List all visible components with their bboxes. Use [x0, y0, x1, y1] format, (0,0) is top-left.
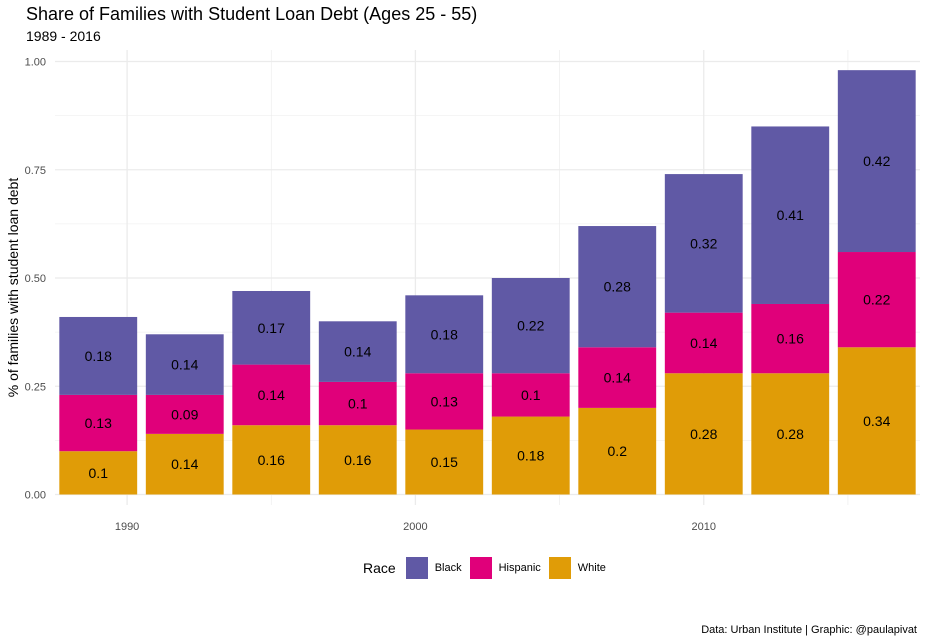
bar-black: [491, 278, 570, 374]
x-tick-label: 2010: [692, 521, 716, 533]
y-tick-label: 0.50: [25, 273, 46, 285]
legend-key-black: [405, 557, 428, 579]
bar-black: [751, 126, 830, 304]
bar-black: [232, 290, 311, 365]
data-label-black: 0.14: [171, 357, 198, 373]
bar-white: [318, 425, 397, 495]
data-label-white: 0.14: [171, 456, 198, 472]
bar-hispanic: [664, 312, 743, 374]
bar-white: [232, 425, 311, 495]
bar-hispanic: [751, 303, 830, 374]
data-label-black: 0.18: [431, 326, 458, 342]
legend-label-white: White: [577, 562, 606, 574]
bar-hispanic: [837, 252, 916, 348]
bar-hispanic: [578, 347, 657, 408]
bar-white: [145, 433, 224, 495]
data-label-hispanic: 0.1: [348, 396, 368, 412]
data-label-black: 0.14: [344, 344, 371, 360]
y-tick-label: 0.25: [25, 381, 46, 393]
y-tick-label: 1.00: [25, 57, 46, 69]
data-label-hispanic: 0.13: [85, 415, 112, 431]
bar-black: [318, 321, 397, 382]
bar-white: [405, 429, 484, 495]
x-tick-label: 1990: [115, 521, 139, 533]
bar-black: [145, 334, 224, 395]
bar-hispanic: [145, 394, 224, 434]
data-label-white: 0.28: [777, 426, 804, 442]
data-label-hispanic: 0.1: [521, 387, 541, 403]
x-tick-label: 2000: [403, 521, 427, 533]
data-label-white: 0.18: [517, 448, 544, 464]
bar-white: [664, 373, 743, 495]
data-label-white: 0.16: [344, 452, 371, 468]
data-label-black: 0.32: [690, 235, 717, 251]
data-label-black: 0.22: [517, 318, 544, 334]
bar-white: [59, 451, 138, 495]
bar-white: [491, 416, 570, 495]
bar-hispanic: [59, 394, 138, 452]
chart-subtitle: 1989 - 2016: [26, 28, 101, 44]
y-tick-label: 0.00: [25, 490, 46, 502]
legend-item-white: White: [548, 557, 606, 579]
bar-hispanic: [491, 373, 570, 417]
data-label-black: 0.41: [777, 207, 804, 223]
data-label-white: 0.2: [608, 443, 628, 459]
legend: Race Black Hispanic White: [363, 552, 614, 584]
bar-white: [837, 347, 916, 495]
bar-black: [664, 174, 743, 313]
data-label-white: 0.16: [258, 452, 285, 468]
data-label-hispanic: 0.14: [258, 387, 285, 403]
y-axis-title: % of families with student loan debt: [5, 178, 21, 398]
legend-key-hispanic: [469, 557, 492, 579]
bar-black: [59, 316, 138, 395]
legend-label-black: Black: [434, 562, 462, 574]
bar-black: [405, 295, 484, 374]
data-label-hispanic: 0.14: [690, 335, 717, 351]
data-label-black: 0.18: [85, 348, 112, 364]
legend-key-white: [548, 557, 571, 579]
data-label-hispanic: 0.22: [863, 292, 890, 308]
bar-hispanic: [318, 381, 397, 426]
data-label-black: 0.28: [604, 279, 631, 295]
bar-black: [578, 226, 657, 348]
data-label-hispanic: 0.13: [431, 393, 458, 409]
legend-label-hispanic: Hispanic: [498, 562, 541, 574]
data-label-black: 0.17: [258, 320, 285, 336]
data-label-white: 0.1: [89, 465, 109, 481]
caption: Data: Urban Institute | Graphic: @paulap…: [701, 624, 917, 636]
data-label-white: 0.34: [863, 413, 890, 429]
bar-hispanic: [405, 373, 484, 430]
legend-item-black: Black: [405, 557, 462, 579]
chart-title: Share of Families with Student Loan Debt…: [26, 4, 478, 24]
bar-white: [578, 407, 657, 495]
bar-white: [751, 373, 830, 495]
data-label-white: 0.15: [431, 454, 458, 470]
data-label-hispanic: 0.16: [777, 331, 804, 347]
data-label-hispanic: 0.14: [604, 370, 631, 386]
data-label-hispanic: 0.09: [171, 406, 198, 422]
bar-black: [837, 70, 916, 253]
data-label-black: 0.42: [863, 153, 890, 169]
bar-hispanic: [232, 364, 311, 426]
y-tick-label: 0.75: [25, 165, 46, 177]
legend-item-hispanic: Hispanic: [469, 557, 541, 579]
legend-title: Race: [363, 560, 396, 576]
data-label-white: 0.28: [690, 426, 717, 442]
